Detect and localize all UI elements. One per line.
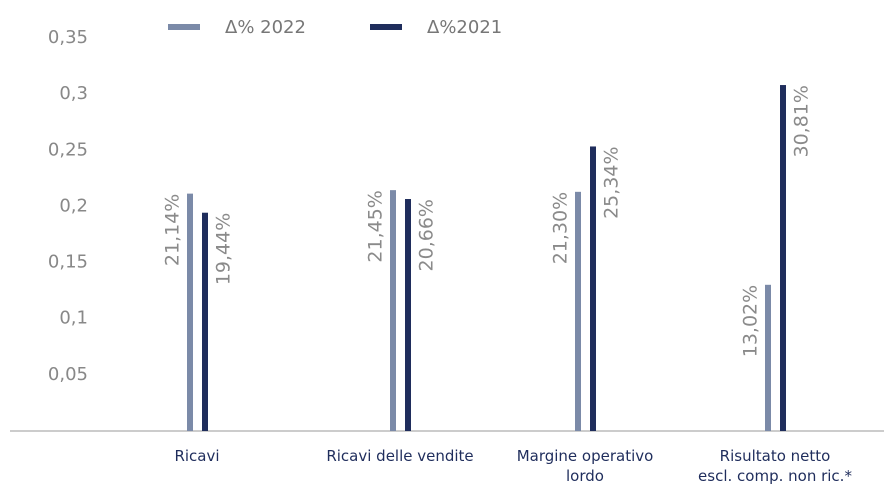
y-tick-label: 0,15: [48, 252, 88, 273]
value-label: 13,02%: [740, 285, 762, 357]
bar: [202, 212, 208, 431]
value-label: 21,30%: [550, 192, 572, 264]
x-tick-label: Risultato netto escl. comp. non ric.*: [698, 447, 852, 485]
value-label: 21,14%: [162, 194, 184, 266]
bar: [765, 284, 771, 431]
bar: [405, 199, 411, 431]
y-tick-label: 0,3: [59, 83, 88, 104]
value-label: 25,34%: [601, 146, 623, 218]
bar: [390, 190, 396, 431]
value-label: 20,66%: [416, 199, 438, 271]
value-label: 19,44%: [213, 213, 235, 285]
bar: [780, 85, 786, 431]
y-tick-label: 0,1: [59, 308, 88, 329]
x-tick-label: Ricavi delle vendite: [326, 447, 474, 465]
x-tick-label: Margine operativo lordo: [516, 447, 654, 485]
legend-label: Δ%2021: [427, 17, 502, 38]
bar: [575, 191, 581, 431]
y-tick-label: 0,05: [48, 364, 88, 385]
bar: [590, 146, 596, 431]
value-label: 30,81%: [791, 85, 813, 157]
y-tick-label: 0,2: [59, 195, 88, 216]
y-tick-label: 0,25: [48, 139, 88, 160]
bar: [187, 193, 193, 431]
legend-label: Δ% 2022: [225, 17, 306, 38]
x-tick-label: Ricavi: [174, 447, 220, 465]
value-label: 21,45%: [365, 190, 387, 262]
y-tick-label: 0,35: [48, 27, 88, 48]
